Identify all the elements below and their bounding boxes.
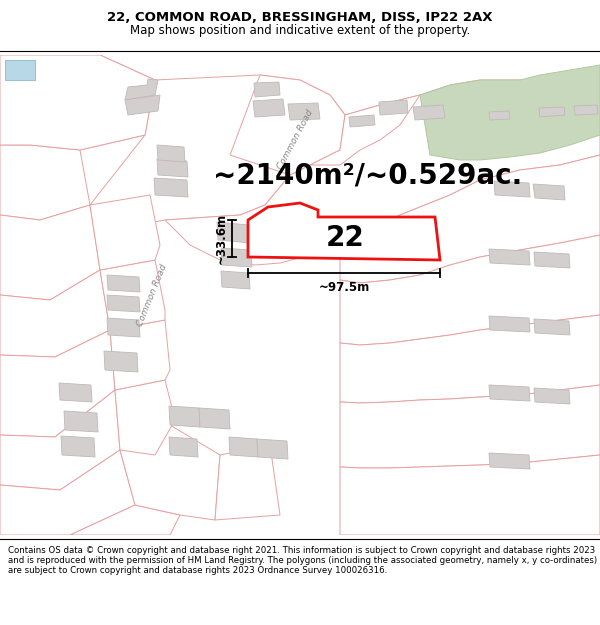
Polygon shape bbox=[90, 195, 160, 270]
Polygon shape bbox=[494, 181, 530, 197]
Polygon shape bbox=[115, 380, 175, 455]
Polygon shape bbox=[340, 315, 600, 403]
Polygon shape bbox=[104, 351, 138, 372]
Text: Map shows position and indicative extent of the property.: Map shows position and indicative extent… bbox=[130, 24, 470, 37]
Polygon shape bbox=[120, 425, 220, 520]
Polygon shape bbox=[413, 105, 445, 120]
Text: ~2140m²/~0.529ac.: ~2140m²/~0.529ac. bbox=[214, 161, 523, 189]
Polygon shape bbox=[107, 275, 140, 292]
Polygon shape bbox=[61, 436, 95, 457]
Polygon shape bbox=[5, 60, 35, 80]
Polygon shape bbox=[489, 316, 530, 332]
Polygon shape bbox=[0, 145, 90, 220]
Polygon shape bbox=[254, 82, 280, 97]
Polygon shape bbox=[0, 205, 100, 300]
Polygon shape bbox=[125, 79, 158, 100]
Polygon shape bbox=[534, 388, 570, 404]
Text: ~97.5m: ~97.5m bbox=[319, 281, 370, 294]
Polygon shape bbox=[489, 111, 510, 120]
Polygon shape bbox=[489, 453, 530, 469]
Polygon shape bbox=[248, 203, 440, 260]
Polygon shape bbox=[0, 390, 120, 490]
Text: 22, COMMON ROAD, BRESSINGHAM, DISS, IP22 2AX: 22, COMMON ROAD, BRESSINGHAM, DISS, IP22… bbox=[107, 11, 493, 24]
Polygon shape bbox=[534, 319, 570, 335]
Polygon shape bbox=[169, 406, 200, 427]
Polygon shape bbox=[90, 75, 345, 230]
Polygon shape bbox=[157, 145, 185, 162]
Polygon shape bbox=[70, 505, 180, 535]
Polygon shape bbox=[100, 260, 165, 330]
Polygon shape bbox=[534, 252, 570, 268]
Polygon shape bbox=[0, 330, 115, 437]
Polygon shape bbox=[0, 450, 135, 535]
Polygon shape bbox=[288, 103, 320, 120]
Polygon shape bbox=[420, 65, 600, 160]
Polygon shape bbox=[257, 439, 288, 459]
Polygon shape bbox=[574, 105, 598, 115]
Polygon shape bbox=[221, 248, 252, 267]
Polygon shape bbox=[199, 408, 230, 429]
Polygon shape bbox=[349, 115, 375, 127]
Polygon shape bbox=[0, 55, 155, 150]
Polygon shape bbox=[107, 295, 140, 312]
Polygon shape bbox=[489, 385, 530, 401]
Polygon shape bbox=[169, 437, 198, 457]
Polygon shape bbox=[379, 100, 408, 115]
Polygon shape bbox=[310, 95, 420, 165]
Polygon shape bbox=[340, 455, 600, 535]
Polygon shape bbox=[110, 320, 170, 390]
Polygon shape bbox=[107, 318, 140, 337]
Polygon shape bbox=[340, 155, 600, 283]
Polygon shape bbox=[157, 159, 188, 177]
Text: ~33.6m: ~33.6m bbox=[215, 213, 228, 264]
Polygon shape bbox=[539, 107, 565, 117]
Polygon shape bbox=[340, 385, 600, 468]
Polygon shape bbox=[340, 235, 600, 345]
Polygon shape bbox=[0, 55, 155, 150]
Polygon shape bbox=[230, 75, 345, 175]
Polygon shape bbox=[253, 99, 285, 117]
Polygon shape bbox=[64, 411, 98, 432]
Polygon shape bbox=[165, 80, 600, 265]
Text: Common Road: Common Road bbox=[136, 262, 169, 328]
Polygon shape bbox=[221, 271, 250, 289]
Polygon shape bbox=[489, 249, 530, 265]
Polygon shape bbox=[154, 178, 188, 197]
Polygon shape bbox=[533, 184, 565, 200]
Polygon shape bbox=[217, 222, 250, 243]
Polygon shape bbox=[125, 95, 160, 115]
Text: Contains OS data © Crown copyright and database right 2021. This information is : Contains OS data © Crown copyright and d… bbox=[8, 546, 597, 576]
Polygon shape bbox=[59, 383, 92, 402]
Text: 22: 22 bbox=[326, 224, 364, 252]
Polygon shape bbox=[215, 445, 280, 520]
Polygon shape bbox=[0, 270, 110, 357]
Polygon shape bbox=[229, 437, 258, 457]
Text: Common Road: Common Road bbox=[275, 109, 314, 171]
